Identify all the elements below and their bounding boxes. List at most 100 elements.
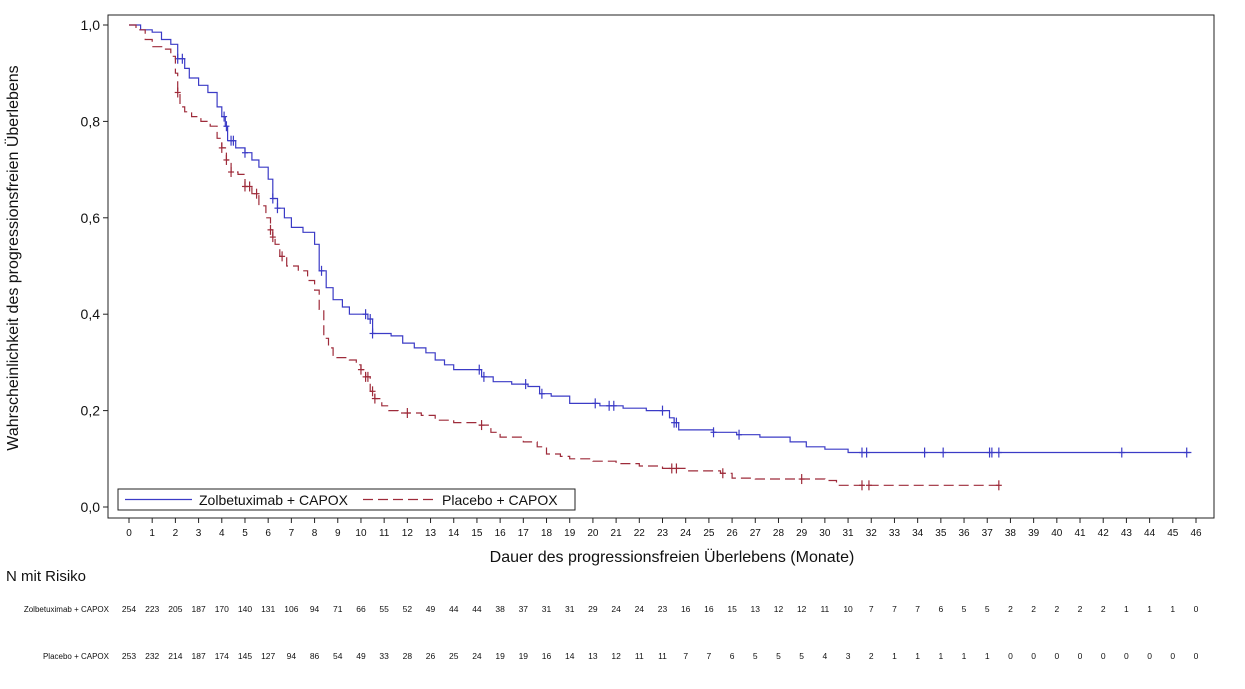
x-tick-label: 5 (242, 528, 248, 539)
risk-cell: 11 (820, 604, 829, 614)
y-axis: 0,0 0,2 0,4 0,6 0,8 1,0 (81, 17, 108, 515)
y-tick-label: 1,0 (81, 17, 101, 33)
x-tick-label: 46 (1190, 528, 1202, 539)
x-axis: 0 1 2 3 4 5 6 7 8 9 10 11 12 13 14 15 16 17 18 19 20 21 22 23 24… (126, 518, 1202, 539)
x-tick-label: 25 (703, 528, 715, 539)
risk-cell: 140 (238, 604, 252, 614)
legend-label-zolbetuximab: Zolbetuximab + CAPOX (199, 492, 349, 508)
risk-cell: 94 (310, 604, 320, 614)
x-tick-label: 13 (425, 528, 437, 539)
x-tick-label: 33 (889, 528, 901, 539)
risk-cell: 4 (823, 651, 828, 661)
risk-cell: 7 (915, 604, 920, 614)
series-line-0 (129, 24, 1192, 454)
y-tick-label: 0,4 (81, 306, 101, 322)
risk-cell: 13 (588, 651, 598, 661)
risk-cell: 174 (215, 651, 229, 661)
x-tick-label: 32 (866, 528, 878, 539)
x-tick-label: 38 (1005, 528, 1017, 539)
risk-cell: 0 (1194, 651, 1199, 661)
risk-cell: 11 (658, 651, 667, 661)
y-tick-label: 0,8 (81, 113, 101, 129)
risk-cell: 0 (1008, 651, 1013, 661)
risk-cell: 49 (426, 604, 436, 614)
risk-cell: 31 (565, 604, 575, 614)
risk-cell: 0 (1054, 651, 1059, 661)
plot-frame (107, 14, 1215, 519)
risk-cell: 12 (774, 604, 784, 614)
risk-cell: 52 (403, 604, 413, 614)
risk-cell: 12 (797, 604, 807, 614)
risk-cell: 26 (426, 651, 436, 661)
risk-cell: 13 (751, 604, 761, 614)
risk-cell: 16 (542, 651, 552, 661)
x-tick-label: 42 (1098, 528, 1110, 539)
x-tick-label: 11 (379, 528, 390, 539)
risk-cell: 19 (495, 651, 505, 661)
y-tick-label: 0,6 (81, 210, 101, 226)
risk-cell: 86 (310, 651, 320, 661)
x-tick-label: 24 (680, 528, 692, 539)
risk-table: Zolbetuximab + CAPOX Placebo + CAPOX 254… (24, 604, 1199, 661)
risk-row-label-zolbetuximab: Zolbetuximab + CAPOX (24, 605, 110, 614)
risk-cell: 25 (449, 651, 459, 661)
x-tick-label: 4 (219, 528, 225, 539)
y-tick-label: 0,2 (81, 403, 101, 419)
x-tick-label: 23 (657, 528, 669, 539)
risk-cell: 5 (776, 651, 781, 661)
risk-cell: 38 (495, 604, 505, 614)
risk-cell: 0 (1101, 651, 1106, 661)
risk-cell: 2 (1031, 604, 1036, 614)
risk-cell: 187 (191, 604, 205, 614)
risk-row-label-placebo: Placebo + CAPOX (43, 652, 110, 661)
risk-cell: 1 (892, 651, 897, 661)
risk-cell: 1 (1147, 604, 1152, 614)
x-tick-label: 31 (843, 528, 855, 539)
risk-cell: 14 (565, 651, 575, 661)
x-tick-label: 27 (750, 528, 762, 539)
risk-cell: 0 (1124, 651, 1129, 661)
y-tick-label: 0,0 (81, 499, 101, 515)
x-tick-label: 35 (935, 528, 947, 539)
x-tick-label: 6 (265, 528, 271, 539)
risk-cell: 253 (122, 651, 136, 661)
series-line-1 (129, 24, 1002, 486)
risk-cell: 23 (658, 604, 668, 614)
risk-cell: 170 (215, 604, 229, 614)
series-layer (129, 24, 1192, 491)
risk-cell: 31 (542, 604, 552, 614)
y-axis-title: Wahrscheinlichkeit des progressionsfreie… (4, 65, 22, 450)
risk-cell: 5 (799, 651, 804, 661)
x-tick-label: 39 (1028, 528, 1040, 539)
x-tick-label: 0 (126, 528, 132, 539)
x-tick-label: 15 (471, 528, 483, 539)
risk-cell: 7 (892, 604, 897, 614)
risk-table-title: N mit Risiko (6, 568, 86, 585)
risk-cell: 0 (1078, 651, 1083, 661)
risk-cell: 33 (379, 651, 389, 661)
x-tick-label: 28 (773, 528, 785, 539)
risk-cell: 2 (1008, 604, 1013, 614)
risk-cell: 16 (681, 604, 691, 614)
risk-cell: 1 (915, 651, 920, 661)
x-tick-label: 26 (727, 528, 739, 539)
risk-cell: 10 (843, 604, 853, 614)
x-tick-label: 8 (312, 528, 318, 539)
risk-cell: 1 (1170, 604, 1175, 614)
risk-cell: 19 (519, 651, 529, 661)
x-tick-label: 18 (541, 528, 553, 539)
risk-cell: 0 (1031, 651, 1036, 661)
legend-label-placebo: Placebo + CAPOX (442, 492, 558, 508)
risk-cell: 106 (284, 604, 298, 614)
risk-cell: 214 (168, 651, 182, 661)
risk-cell: 54 (333, 651, 343, 661)
x-tick-label: 1 (149, 528, 155, 539)
risk-cell: 7 (869, 604, 874, 614)
risk-cell: 16 (704, 604, 714, 614)
risk-cell: 12 (611, 651, 621, 661)
x-axis-title: Dauer des progressionsfreien Überlebens … (490, 548, 855, 566)
risk-cell: 1 (985, 651, 990, 661)
x-tick-label: 10 (355, 528, 367, 539)
x-tick-label: 45 (1167, 528, 1179, 539)
risk-cell: 55 (379, 604, 389, 614)
